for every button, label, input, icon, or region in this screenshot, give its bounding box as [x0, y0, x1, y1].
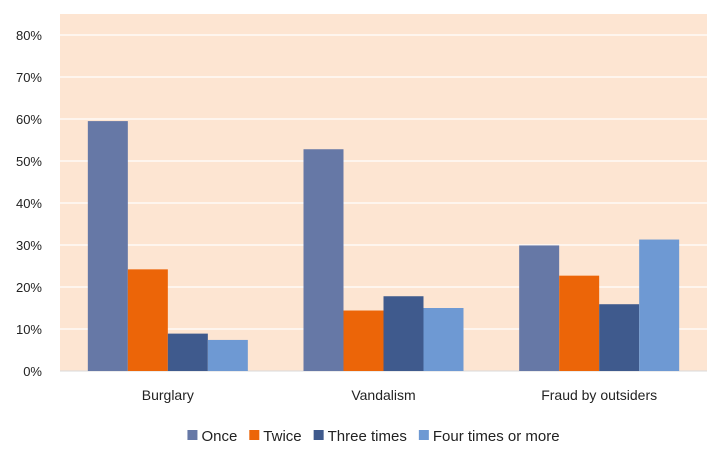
bar-once	[87, 121, 128, 371]
bar-once	[303, 149, 344, 371]
legend-swatch	[418, 430, 429, 440]
bar-three-times	[383, 296, 424, 371]
x-category-label: Burglary	[142, 387, 194, 403]
bar-twice	[127, 269, 168, 371]
legend-swatch	[187, 430, 198, 440]
bars	[87, 121, 680, 371]
y-tick-label: 50%	[16, 154, 42, 169]
bar-four-times-or-more	[207, 339, 248, 371]
bar-twice	[343, 310, 384, 371]
x-category-label: Fraud by outsiders	[541, 387, 657, 403]
legend: Once Twice Three times Four times or more	[187, 428, 560, 445]
legend-swatch	[313, 430, 324, 440]
x-axis-category-labels: Burglary Vandalism Fraud by outsiders	[142, 387, 657, 403]
y-tick-label: 80%	[16, 28, 42, 43]
y-axis-tick-labels: 0% 10% 20% 30% 40% 50% 60% 70% 80%	[16, 28, 42, 379]
y-tick-label: 30%	[16, 238, 42, 253]
y-tick-label: 40%	[16, 196, 42, 211]
y-tick-label: 20%	[16, 280, 42, 295]
legend-label: Twice	[263, 428, 301, 445]
y-tick-label: 0%	[23, 364, 42, 379]
legend-label: Once	[201, 428, 237, 445]
y-tick-label: 10%	[16, 322, 42, 337]
bar-twice	[559, 275, 600, 371]
x-category-label: Vandalism	[351, 387, 415, 403]
bar-four-times-or-more	[423, 308, 464, 371]
bar-four-times-or-more	[639, 239, 680, 371]
legend-label: Four times or more	[433, 428, 560, 445]
y-tick-label: 70%	[16, 70, 42, 85]
legend-label: Three times	[328, 428, 407, 445]
bar-three-times	[599, 304, 640, 371]
legend-swatch	[249, 430, 260, 440]
y-tick-label: 60%	[16, 112, 42, 127]
bar-three-times	[167, 333, 208, 371]
bar-once	[519, 245, 560, 371]
